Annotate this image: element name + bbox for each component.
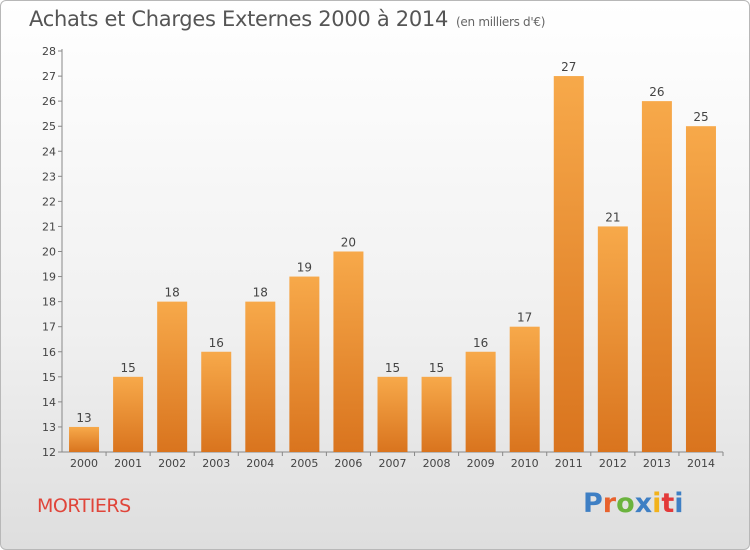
city-name: MORTIERS [37, 495, 131, 517]
y-tick-label: 16 [42, 346, 56, 359]
data-label: 18 [253, 286, 268, 300]
data-label: 25 [693, 110, 708, 124]
x-tick-label: 2006 [334, 457, 362, 470]
data-label: 18 [165, 286, 180, 300]
y-tick-label: 24 [42, 145, 56, 158]
y-tick-label: 19 [42, 271, 56, 284]
logo-letter: i [652, 488, 662, 519]
x-tick-label: 2003 [202, 457, 230, 470]
bar [377, 376, 408, 452]
logo-letter: i [674, 488, 684, 519]
chart-bars: 13 15 18 16 18 19 20 15 15 16 17 27 21 26 25 [69, 60, 716, 452]
data-label: 27 [561, 60, 576, 74]
x-tick-label: 2008 [423, 457, 451, 470]
y-tick-label: 22 [42, 195, 56, 208]
data-label: 15 [385, 361, 400, 375]
bar [333, 251, 364, 452]
bar [113, 376, 144, 452]
y-tick-label: 13 [42, 421, 56, 434]
bar [421, 376, 452, 452]
y-tick-label: 20 [42, 246, 56, 259]
y-tick-label: 26 [42, 95, 56, 108]
bar [245, 301, 276, 452]
x-tick-label: 2011 [555, 457, 583, 470]
data-label: 17 [517, 311, 532, 325]
logo-letter: t [661, 488, 675, 519]
bar [69, 426, 100, 452]
data-label: 26 [649, 85, 664, 99]
y-tick-label: 12 [42, 446, 56, 459]
data-label: 16 [209, 336, 224, 350]
data-label: 15 [120, 361, 135, 375]
bar [641, 101, 672, 452]
x-tick-label: 2001 [114, 457, 142, 470]
bar [289, 276, 320, 452]
y-tick-label: 14 [42, 396, 56, 409]
chart-axes: 12 13 14 15 16 17 18 19 20 21 22 23 24 25 26 27 28 2000 20… [42, 45, 724, 470]
x-tick-label: 2010 [511, 457, 539, 470]
logo-letter: r [602, 488, 617, 519]
logo-letter: P [583, 488, 603, 519]
data-label: 19 [297, 261, 312, 275]
y-tick-label: 18 [42, 296, 56, 309]
bar [465, 351, 496, 452]
y-tick-label: 21 [42, 220, 56, 233]
bar [157, 301, 188, 452]
logo-letter: o [616, 488, 635, 519]
logo-letter: x [634, 488, 653, 519]
y-tick-label: 28 [42, 45, 56, 58]
y-tick-label: 27 [42, 70, 56, 83]
data-label: 20 [341, 236, 356, 250]
data-label: 16 [473, 336, 488, 350]
proxiti-logo: Proxiti [583, 488, 684, 519]
x-tick-label: 2012 [599, 457, 627, 470]
x-tick-label: 2002 [158, 457, 186, 470]
bar [597, 226, 628, 452]
x-tick-label: 2004 [246, 457, 274, 470]
y-tick-label: 17 [42, 321, 56, 334]
data-label: 13 [76, 411, 91, 425]
y-tick-label: 25 [42, 120, 56, 133]
chart-subtitle: (en milliers d'€) [456, 15, 546, 29]
bar [553, 76, 584, 452]
x-tick-label: 2005 [290, 457, 318, 470]
y-tick-label: 15 [42, 371, 56, 384]
chart-title-text: Achats et Charges Externes 2000 à 2014 [29, 7, 449, 31]
x-tick-label: 2000 [70, 457, 98, 470]
y-tick-label: 23 [42, 170, 56, 183]
x-tick-label: 2009 [467, 457, 495, 470]
bar [509, 326, 540, 452]
x-tick-label: 2007 [379, 457, 407, 470]
chart-title: Achats et Charges Externes 2000 à 2014 (e… [29, 7, 545, 31]
x-tick-label: 2014 [687, 457, 715, 470]
data-label: 15 [429, 361, 444, 375]
x-tick-label: 2013 [643, 457, 671, 470]
bar [685, 126, 716, 452]
bar [201, 351, 232, 452]
data-label: 21 [605, 210, 620, 224]
